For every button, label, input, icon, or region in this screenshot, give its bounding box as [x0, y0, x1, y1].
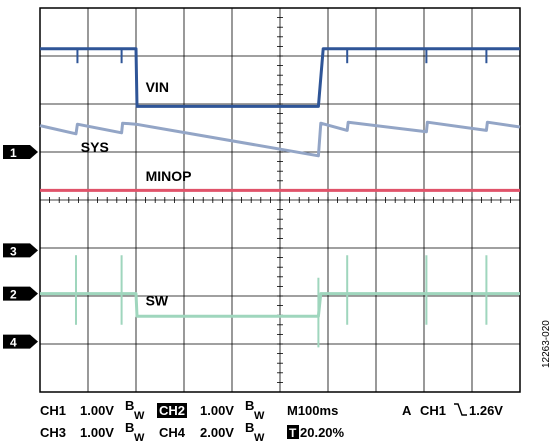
readout-trigger-mode: A [402, 403, 412, 418]
readout-ch2: CH2 [159, 403, 185, 418]
trigger-position-icon-box [287, 425, 299, 439]
channel-marker-box [7, 335, 20, 348]
channel-markers: 1 3 2 4 [3, 145, 38, 350]
trace-label-vin: VIN [146, 79, 169, 95]
traces [39, 47, 521, 348]
trace-label-sys: SYS [81, 139, 109, 155]
channel-marker-3: 3 [3, 243, 38, 258]
readout-ch2-value: 1.00V [200, 403, 234, 418]
channel-marker-label: 2 [10, 288, 17, 302]
readout-ch4: CH4 [159, 425, 186, 440]
readout: CH1 1.00V B W CH2 1.00V B W M100ms A CH1… [40, 398, 503, 444]
readout-trigger-channel: CH1 [420, 403, 446, 418]
channel-marker-box [7, 287, 20, 300]
channel-marker-box [7, 146, 20, 158]
trace-label-sw: SW [146, 293, 169, 309]
readout-bw2-sub: W [254, 410, 265, 422]
channel-marker-box [7, 244, 20, 257]
readout-bw1: B [125, 398, 134, 413]
trace-labels: VIN SYS MINOP SW [81, 79, 192, 309]
readout-bw4-sub: W [254, 432, 265, 444]
channel-marker-1: 1 [3, 145, 38, 160]
readout-bw1-sub: W [134, 410, 145, 422]
readout-ch4-value: 2.00V [200, 425, 234, 440]
readout-ch1-value: 1.00V [80, 403, 114, 418]
readout-trigger-level: 1.26V [469, 403, 503, 418]
figure-id: 12263-020 [541, 320, 552, 368]
ch2-highlight [157, 403, 187, 418]
readout-bw4: B [245, 420, 254, 435]
vin-trace [40, 47, 520, 108]
channel-marker-label: 1 [10, 146, 17, 160]
sw-trace [40, 292, 520, 318]
channel-marker-4: 4 [3, 334, 38, 350]
readout-ch3-value: 1.00V [80, 425, 114, 440]
readout-ch3: CH3 [40, 425, 66, 440]
readout-bw3: B [125, 420, 134, 435]
channel-marker-label: 3 [10, 244, 17, 258]
readout-bw3-sub: W [134, 432, 145, 444]
channel-marker-2: 2 [3, 286, 38, 302]
readout-ch1: CH1 [40, 403, 66, 418]
trace-label-minop: MINOP [146, 168, 192, 184]
trigger-position-icon: T [289, 426, 297, 440]
channel-marker-label: 4 [10, 336, 17, 350]
readout-trigger-position: 20.20% [300, 425, 345, 440]
readout-timebase: M100ms [287, 403, 338, 418]
sys-trace [39, 120, 521, 158]
graticule [39, 7, 521, 393]
falling-edge-icon [454, 403, 467, 416]
readout-bw2: B [245, 398, 254, 413]
